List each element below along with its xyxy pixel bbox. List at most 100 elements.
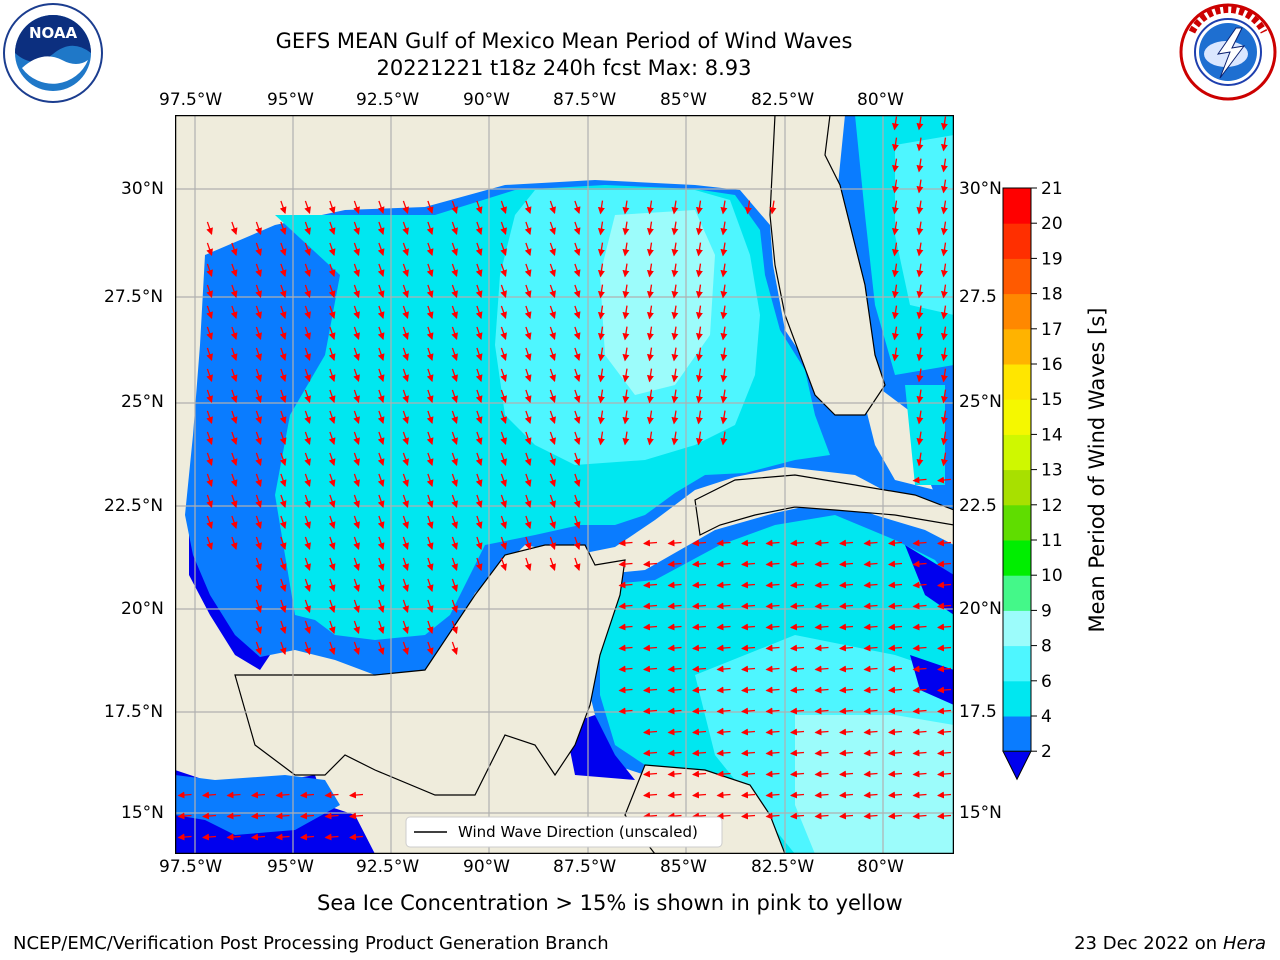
wind-wave-arrow (230, 536, 238, 551)
wind-wave-arrow (618, 539, 633, 547)
wind-wave-arrow (741, 623, 756, 631)
wind-wave-arrow (716, 602, 731, 610)
wind-wave-arrow (716, 686, 731, 694)
wind-wave-arrow (279, 515, 287, 530)
lon-label-top: 95°W (267, 90, 314, 110)
wind-wave-arrow (667, 539, 682, 547)
wind-wave-arrow (402, 431, 409, 446)
wind-wave-arrow (353, 284, 360, 299)
wind-wave-arrow (790, 665, 805, 673)
wind-wave-arrow (328, 557, 336, 572)
wind-wave-arrow (720, 326, 728, 341)
lat-label-right: 27.5 (959, 287, 997, 307)
lat-label-left: 30°N (121, 179, 164, 199)
wind-wave-arrow (377, 410, 385, 425)
wind-wave-arrow (692, 560, 707, 568)
wind-wave-arrow (720, 221, 728, 236)
wind-wave-arrow (328, 536, 336, 551)
wind-wave-arrow (720, 410, 728, 425)
wind-wave-arrow (667, 770, 682, 778)
colorbar-tick-label: 16 (1041, 355, 1063, 375)
wind-wave-arrow (622, 326, 630, 341)
wind-wave-arrow (720, 305, 728, 320)
wind-wave-arrow (888, 623, 903, 631)
wind-wave-arrow (524, 557, 532, 572)
wind-wave-arrow (451, 494, 458, 509)
wind-wave-arrow (206, 284, 213, 299)
wind-wave-arrow (353, 347, 360, 362)
wind-wave-arrow (353, 263, 360, 278)
wind-wave-arrow (500, 326, 507, 341)
wind-wave-arrow (549, 494, 556, 509)
wind-wave-arrow (916, 368, 924, 383)
wind-wave-arrow (643, 749, 658, 757)
wind-wave-arrow (888, 749, 903, 757)
colorbar-band (1003, 575, 1031, 611)
wind-wave-arrow (328, 347, 336, 362)
wind-wave-arrow (475, 515, 483, 530)
wind-wave-arrow (475, 263, 483, 278)
wind-wave-arrow (328, 431, 336, 446)
wind-wave-arrow (230, 515, 238, 530)
wind-wave-arrow (426, 389, 434, 404)
wind-wave-arrow (839, 581, 854, 589)
wind-wave-arrow (937, 644, 952, 652)
wind-wave-arrow (255, 263, 262, 278)
wind-wave-arrow (500, 284, 507, 299)
wind-wave-arrow (646, 326, 654, 341)
wind-wave-arrow (402, 368, 409, 383)
wind-wave-arrow (937, 791, 952, 799)
wind-wave-arrow (597, 326, 605, 341)
wind-wave-arrow (255, 347, 262, 362)
wind-wave-arrow (279, 599, 287, 614)
wind-wave-arrow (695, 347, 703, 362)
wind-wave-arrow (940, 305, 948, 320)
wind-wave-arrow (814, 686, 829, 694)
colorbar-band (1003, 434, 1031, 471)
wind-wave-arrow (304, 284, 311, 299)
wind-wave-arrow (667, 749, 682, 757)
wind-wave-arrow (891, 284, 899, 299)
wind-wave-arrow (573, 494, 581, 509)
wind-wave-arrow (912, 686, 927, 694)
wind-wave-arrow (916, 137, 924, 152)
wind-wave-arrow (814, 539, 829, 547)
wind-wave-arrow (426, 284, 434, 299)
wind-wave-arrow (402, 515, 409, 530)
wind-wave-arrow (202, 812, 217, 820)
wind-wave-arrow (279, 347, 287, 362)
wind-wave-arrow (888, 728, 903, 736)
wind-wave-arrow (937, 812, 952, 820)
wind-wave-arrow (573, 284, 581, 299)
wind-wave-arrow (888, 644, 903, 652)
wind-wave-arrow (353, 515, 360, 530)
wind-wave-arrow (839, 791, 854, 799)
wind-wave-arrow (888, 686, 903, 694)
wind-wave-arrow (202, 791, 217, 799)
wind-wave-arrow (426, 599, 434, 614)
wind-wave-arrow (643, 665, 658, 673)
wind-wave-arrow (622, 242, 630, 257)
wind-wave-arrow (230, 326, 238, 341)
wind-wave-arrow (765, 560, 780, 568)
wind-wave-arrow (353, 389, 360, 404)
wind-wave-arrow (549, 431, 556, 446)
colorbar-tick-label: 20 (1041, 214, 1063, 234)
wind-wave-arrow (451, 368, 458, 383)
wind-wave-arrow (451, 578, 458, 593)
wind-wave-arrow (695, 368, 703, 383)
wind-wave-arrow (912, 560, 927, 568)
wind-wave-arrow (426, 410, 434, 425)
wind-wave-arrow (790, 539, 805, 547)
wind-wave-arrow (226, 791, 241, 799)
wind-wave-arrow (695, 326, 703, 341)
wind-wave-arrow (451, 305, 458, 320)
wind-wave-arrow (692, 728, 707, 736)
wind-wave-arrow (279, 368, 287, 383)
wind-wave-arrow (451, 221, 458, 236)
wind-wave-arrow (573, 305, 581, 320)
wind-wave-arrow (716, 644, 731, 652)
wind-wave-arrow (426, 494, 434, 509)
wind-wave-arrow (230, 284, 238, 299)
wind-wave-arrow (377, 620, 385, 635)
